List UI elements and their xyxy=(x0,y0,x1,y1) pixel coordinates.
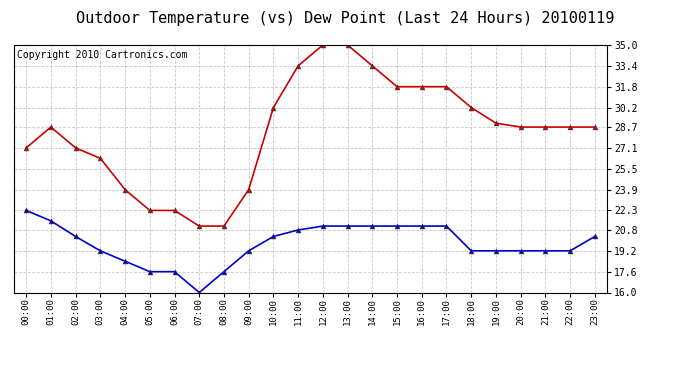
Text: Copyright 2010 Cartronics.com: Copyright 2010 Cartronics.com xyxy=(17,50,187,60)
Text: Outdoor Temperature (vs) Dew Point (Last 24 Hours) 20100119: Outdoor Temperature (vs) Dew Point (Last… xyxy=(76,11,614,26)
